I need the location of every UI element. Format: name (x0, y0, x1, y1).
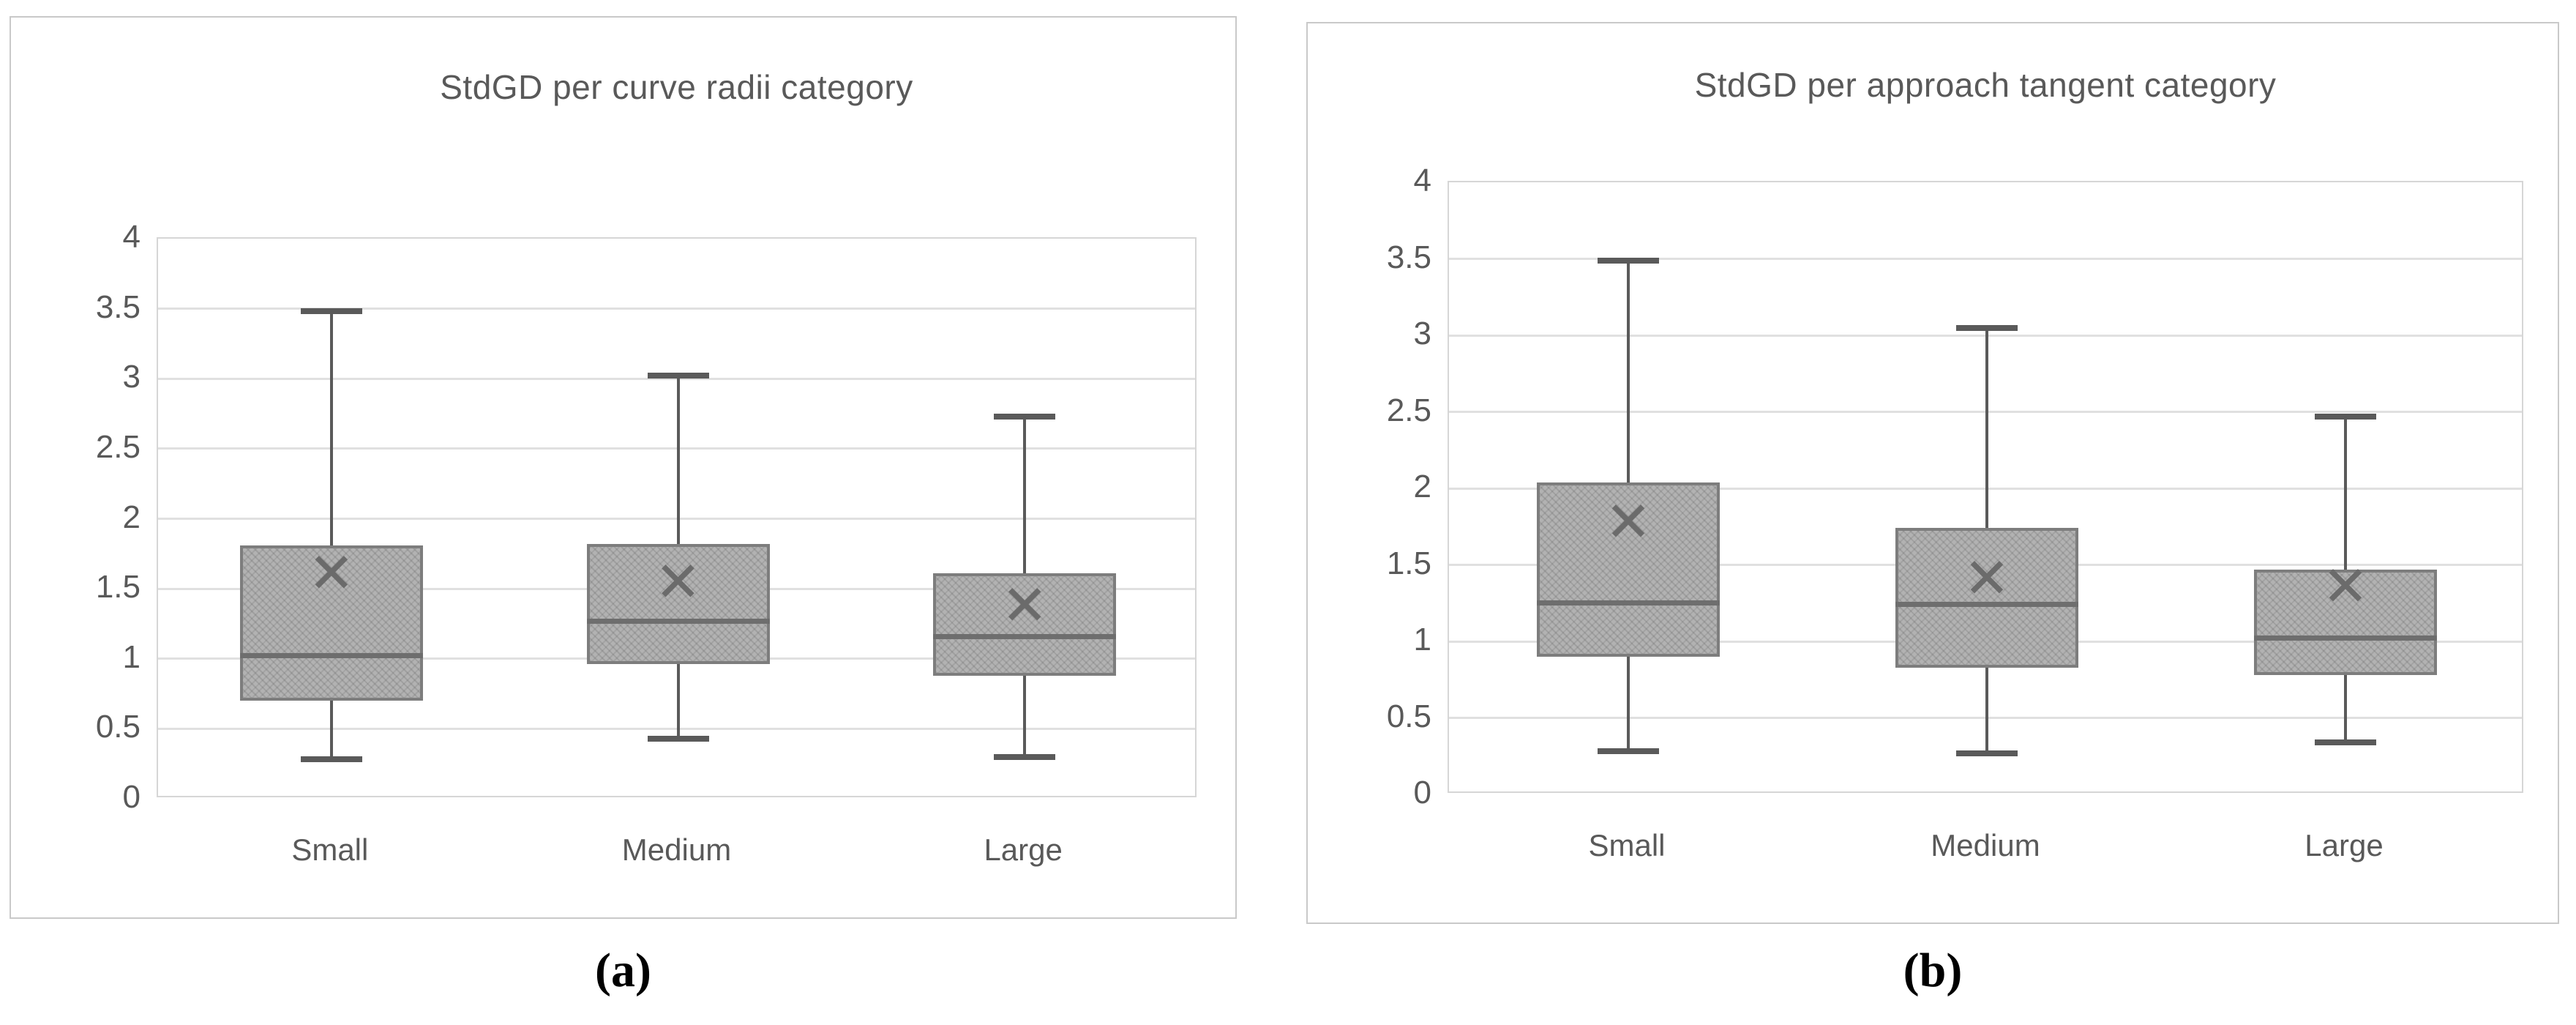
whisker-cap-top (1598, 257, 1659, 264)
whisker-cap-top (2315, 413, 2376, 420)
y-tick-label: 2 (1413, 469, 1431, 504)
y-tick-label: 0 (122, 779, 141, 815)
plot-area: ✕ ✕ ✕ (157, 237, 1197, 797)
box-rect (1537, 482, 1720, 657)
median-line (2254, 636, 2437, 641)
whisker-line (329, 311, 333, 760)
mean-marker: ✕ (307, 540, 355, 606)
chart-panel-a: StdGD per curve radii category ✕ ✕ ✕ Small… (10, 16, 1237, 919)
mean-marker: ✕ (2322, 553, 2369, 619)
y-tick-label: 2.5 (1386, 392, 1431, 428)
x-axis: Small Medium Large (157, 832, 1197, 876)
y-tick-label: 4 (1413, 163, 1431, 198)
median-line (933, 633, 1117, 639)
box-rect (239, 545, 423, 701)
x-axis: Small Medium Large (1448, 828, 2523, 872)
subfigure-caption-b: (b) (1903, 944, 1963, 997)
box-rect (586, 543, 770, 665)
gridline (1449, 258, 2522, 260)
box-rect (2254, 569, 2437, 675)
y-tick-label: 0.5 (1386, 698, 1431, 734)
category-label: Large (984, 832, 1063, 867)
box-rect (1895, 528, 2078, 668)
mean-marker: ✕ (654, 548, 702, 614)
whisker-cap-top (1956, 324, 2018, 331)
whisker-cap-bottom (1598, 748, 1659, 755)
median-line (1895, 602, 2078, 608)
chart-panel-b: StdGD per approach tangent category ✕ ✕ ✕ … (1306, 22, 2559, 924)
box-rect (933, 573, 1117, 676)
category-label: Medium (1931, 828, 2040, 862)
subfigure-caption-a: (a) (595, 944, 651, 997)
chart-title: StdGD per approach tangent category (1694, 66, 2277, 104)
y-tick-label: 1 (1413, 622, 1431, 657)
whisker-cap-bottom (1956, 750, 2018, 756)
median-line (586, 618, 770, 624)
category-label: Small (1588, 828, 1666, 862)
whisker-cap-bottom (2315, 739, 2376, 745)
y-tick-label: 2.5 (95, 428, 141, 465)
mean-marker: ✕ (1963, 545, 2010, 611)
y-tick-label: 4 (122, 219, 141, 255)
y-tick-label: 3.5 (95, 288, 141, 325)
y-tick-label: 1 (122, 638, 141, 675)
whisker-cap-bottom (647, 735, 709, 742)
y-tick-label: 1.5 (95, 569, 141, 605)
category-label: Large (2304, 828, 2384, 862)
whisker-cap-top (300, 308, 362, 315)
category-label: Small (291, 832, 369, 867)
gridline (158, 308, 1195, 310)
category-label: Medium (621, 832, 732, 867)
median-line (239, 653, 423, 659)
y-tick-label: 3 (122, 359, 141, 395)
plot-area: ✕ ✕ ✕ (1448, 181, 2523, 793)
mean-marker: ✕ (1001, 573, 1048, 638)
y-tick-label: 3.5 (1386, 239, 1431, 275)
whisker-cap-bottom (994, 753, 1056, 760)
y-tick-label: 2 (122, 499, 141, 535)
y-tick-label: 0 (1413, 775, 1431, 810)
whisker-cap-top (647, 373, 709, 379)
y-tick-label: 3 (1413, 316, 1431, 351)
y-tick-label: 0.5 (95, 709, 141, 745)
chart-title: StdGD per curve radii category (440, 68, 913, 106)
whisker-cap-bottom (300, 756, 362, 763)
mean-marker: ✕ (1605, 488, 1652, 554)
median-line (1537, 600, 1720, 606)
y-tick-label: 1.5 (1386, 545, 1431, 581)
whisker-cap-top (994, 413, 1056, 420)
